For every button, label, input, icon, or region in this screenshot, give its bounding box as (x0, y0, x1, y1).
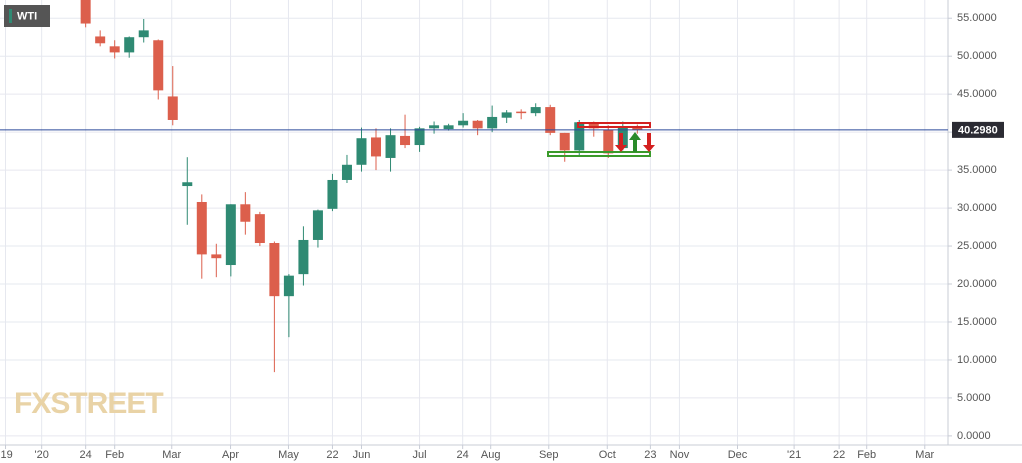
down-arrow (615, 133, 627, 152)
y-tick-label: 0.0000 (957, 430, 991, 442)
x-tick-label: Oct (599, 449, 616, 461)
support-box (547, 151, 651, 157)
legend-icon (9, 9, 12, 23)
candle-body (95, 36, 106, 44)
candle-body (153, 40, 164, 91)
candle-body (80, 0, 91, 24)
candle-body (283, 275, 294, 297)
x-tick-label: Mar (915, 449, 934, 461)
candle-body (472, 120, 483, 129)
candle-body (124, 37, 135, 53)
x-tick-label: May (278, 449, 299, 461)
down-arrow (643, 133, 655, 152)
y-tick-label: 50.0000 (957, 50, 997, 62)
candle-body (385, 135, 396, 158)
candle-body (574, 122, 585, 151)
candle-body (632, 127, 643, 130)
y-tick-label: 45.0000 (957, 88, 997, 100)
watermark: FXSTREET (14, 387, 163, 420)
up-arrow (629, 132, 641, 152)
x-tick-label: '21 (787, 449, 801, 461)
candle-body (356, 138, 367, 165)
candle-body (341, 164, 352, 180)
x-tick-label: 22 (326, 449, 338, 461)
candle-body (211, 254, 222, 259)
legend-box (4, 5, 50, 27)
x-tick-label: Mar (162, 449, 181, 461)
x-tick-label: '20 (34, 449, 48, 461)
candle-body (458, 120, 469, 126)
candle-body (429, 125, 440, 129)
x-tick-label: Jun (353, 449, 371, 461)
y-tick-label: 20.0000 (957, 278, 997, 290)
x-tick-label: 24 (457, 449, 469, 461)
candle-body (298, 239, 309, 275)
candle-body (530, 107, 541, 114)
candle-body (414, 128, 425, 146)
candle-body (254, 214, 265, 244)
candle-body (501, 112, 512, 118)
x-tick-label: Dec (728, 449, 748, 461)
y-tick-label: 30.0000 (957, 202, 997, 214)
candle-body (400, 135, 411, 146)
last-price-label: 40.2980 (958, 124, 998, 136)
y-tick-label: 55.0000 (957, 12, 997, 24)
y-tick-label: 10.0000 (957, 354, 997, 366)
candle-body (109, 46, 120, 53)
resistance-box (577, 122, 651, 128)
y-tick-label: 35.0000 (957, 164, 997, 176)
drawings (547, 122, 655, 157)
x-tick-label: 22 (833, 449, 845, 461)
x-tick-label: Nov (670, 449, 690, 461)
y-tick-label: 25.0000 (957, 240, 997, 252)
candle-body (545, 107, 556, 133)
candle-body (559, 132, 570, 151)
grid (0, 0, 948, 445)
candle-body (487, 116, 498, 129)
x-tick-label: Apr (222, 449, 239, 461)
x-tick-label: '19 (0, 449, 13, 461)
x-tick-label: Sep (539, 449, 559, 461)
candle-body (443, 125, 454, 130)
x-tick-label: Feb (857, 449, 876, 461)
candle-body (196, 201, 207, 255)
candle-body (138, 30, 149, 38)
x-tick-label: Feb (105, 449, 124, 461)
candle-body (312, 210, 323, 240)
last-price-box (952, 121, 1004, 138)
x-tick-label: Jul (413, 449, 427, 461)
candle-body (371, 137, 382, 157)
legend-label: WTI (17, 10, 37, 22)
x-tick-label: 24 (80, 449, 92, 461)
candle-body (269, 243, 280, 297)
candle-body (240, 204, 251, 222)
legend: WTI (4, 5, 50, 27)
candle-body (603, 129, 614, 154)
candle-body (167, 96, 178, 120)
candle-body (225, 204, 236, 266)
y-tick-label: 15.0000 (957, 316, 997, 328)
y-tick-label: 5.0000 (957, 392, 991, 404)
candle-body (516, 111, 527, 114)
x-tick-label: Aug (481, 449, 501, 461)
x-tick-label: 23 (644, 449, 656, 461)
candle-body (182, 182, 193, 187)
axes: 0.0000 5.0000 10.0000 15.0000 20.0000 25.0000… (0, 12, 997, 461)
candle-body (327, 179, 338, 209)
